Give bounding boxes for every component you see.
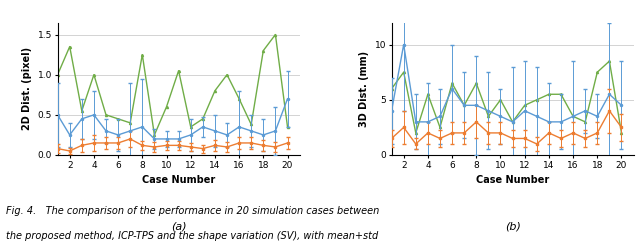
SV <box>424 93 432 96</box>
SV(1/3) <box>102 113 110 116</box>
SV <box>533 98 541 101</box>
SV <box>497 98 504 101</box>
SV(1/3) <box>248 123 255 126</box>
SV <box>484 115 492 118</box>
SV(1/3) <box>54 73 61 76</box>
Text: Fig. 4.   The comparison of the performance in 20 simulation cases between: Fig. 4. The comparison of the performanc… <box>6 206 380 216</box>
SV(1/3) <box>271 33 279 36</box>
SV(1/3) <box>78 109 86 112</box>
SV <box>545 93 553 96</box>
SV(1/3) <box>66 45 74 48</box>
SV(1/3) <box>163 105 170 108</box>
SV <box>557 93 565 96</box>
Text: (a): (a) <box>171 221 186 231</box>
SV <box>400 71 408 74</box>
Text: (b): (b) <box>505 221 520 231</box>
Y-axis label: 2D Dist. (pixel): 2D Dist. (pixel) <box>22 47 32 130</box>
SV(1/3) <box>223 73 231 76</box>
SV <box>581 120 589 124</box>
SV <box>448 82 456 85</box>
Line: SV(1/3): SV(1/3) <box>56 34 289 136</box>
SV <box>521 104 529 107</box>
SV <box>605 60 613 63</box>
X-axis label: Case Number: Case Number <box>476 175 549 185</box>
SV <box>412 132 420 134</box>
Y-axis label: 3D Dist. (mm): 3D Dist. (mm) <box>359 51 369 127</box>
SV(1/3) <box>90 73 98 76</box>
SV(1/3) <box>138 53 146 56</box>
SV <box>618 132 625 134</box>
SV(1/3) <box>211 89 219 92</box>
SV <box>460 104 468 107</box>
Text: the proposed method, ICP-TPS and the shape variation (SV), with mean+std: the proposed method, ICP-TPS and the sha… <box>6 231 379 241</box>
SV(1/3) <box>236 97 243 100</box>
SV <box>509 120 516 124</box>
SV(1/3) <box>126 122 134 124</box>
SV(1/3) <box>187 126 195 128</box>
Line: SV: SV <box>390 60 623 134</box>
SV(1/3) <box>115 117 122 120</box>
SV(1/3) <box>150 134 158 136</box>
SV <box>593 71 601 74</box>
SV(1/3) <box>175 69 182 72</box>
X-axis label: Case Number: Case Number <box>142 175 215 185</box>
SV(1/3) <box>259 49 267 52</box>
SV <box>436 126 444 129</box>
SV(1/3) <box>284 126 291 128</box>
SV <box>388 87 396 90</box>
SV <box>472 82 480 85</box>
SV(1/3) <box>199 117 207 120</box>
SV <box>569 115 577 118</box>
